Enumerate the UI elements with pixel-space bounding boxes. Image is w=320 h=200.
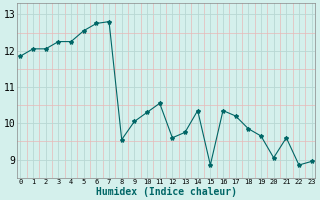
X-axis label: Humidex (Indice chaleur): Humidex (Indice chaleur) bbox=[96, 186, 236, 197]
